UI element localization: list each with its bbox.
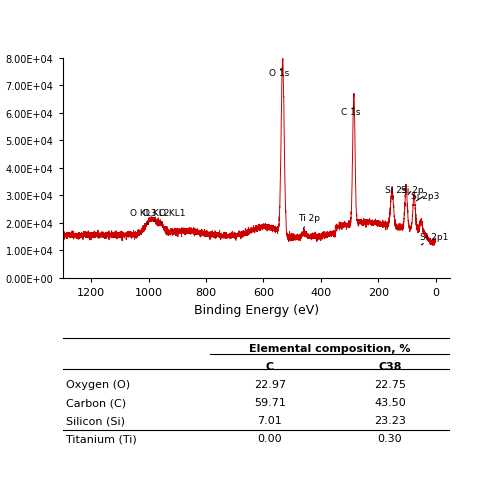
Text: Silicon (Si): Silicon (Si) [66,415,126,426]
Text: Oxygen (O): Oxygen (O) [66,379,130,389]
Text: Si 2p: Si 2p [401,185,424,195]
Text: Elemental composition, %: Elemental composition, % [249,344,410,353]
Text: C: C [266,362,274,371]
Text: 22.97: 22.97 [254,379,286,389]
Text: 22.75: 22.75 [374,379,406,389]
Text: 23.23: 23.23 [374,415,406,426]
Text: Si 2p1: Si 2p1 [420,232,448,245]
Text: O KL1: O KL1 [158,209,185,224]
Text: 7.01: 7.01 [258,415,282,426]
Text: Si 2s: Si 2s [386,185,407,200]
Text: 0.30: 0.30 [378,433,402,443]
Text: C 1s: C 1s [341,107,360,116]
Text: O 1s: O 1s [269,69,289,78]
Text: 59.71: 59.71 [254,397,286,407]
X-axis label: Binding Energy (eV): Binding Energy (eV) [194,303,319,316]
Text: O KL3: O KL3 [130,209,156,225]
Text: Titanium (Ti): Titanium (Ti) [66,433,137,443]
Text: Carbon (C): Carbon (C) [66,397,126,407]
Text: 0.00: 0.00 [258,433,282,443]
Text: Si 2p3: Si 2p3 [411,191,440,202]
Text: 43.50: 43.50 [374,397,406,407]
Text: O KL2: O KL2 [143,209,169,222]
Text: C38: C38 [378,362,402,371]
Text: Ti 2p: Ti 2p [298,213,320,229]
